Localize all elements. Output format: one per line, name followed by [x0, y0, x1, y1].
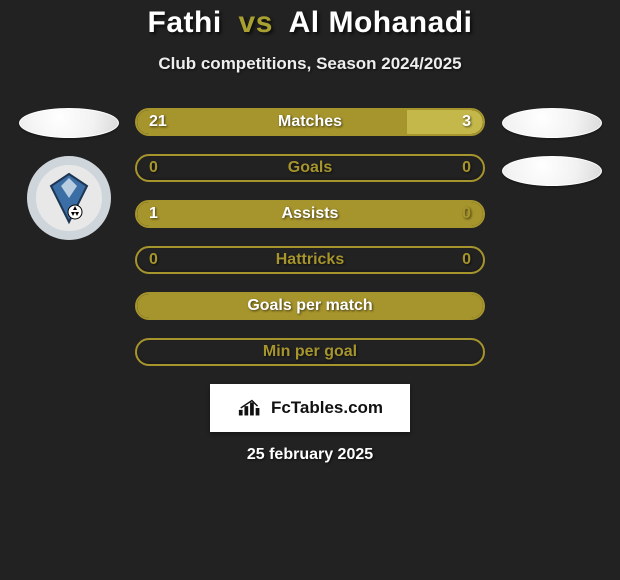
stat-bars: 21 3 Matches 0 0 Goals 1 0 Assists 0 0 Hattricks Goa…	[135, 108, 485, 366]
stat-left-value: 0	[149, 159, 158, 177]
right-side	[499, 108, 604, 366]
stat-label: Assists	[282, 205, 339, 223]
subtitle: Club competitions, Season 2024/2025	[158, 54, 461, 74]
stat-bar: 1 0 Assists	[135, 200, 485, 228]
stat-right-value: 3	[462, 113, 471, 131]
bar-fill-left	[137, 110, 407, 134]
stat-label: Hattricks	[276, 251, 344, 269]
stat-left-value: 0	[149, 251, 158, 269]
player2-jersey-placeholder	[502, 108, 602, 138]
stat-bar: 0 0 Goals	[135, 154, 485, 182]
stat-bar: 0 0 Hattricks	[135, 246, 485, 274]
stat-bar: 21 3 Matches	[135, 108, 485, 136]
brand-logo: FcTables.com	[210, 384, 410, 432]
club-crest-icon	[39, 168, 99, 228]
stat-label: Goals per match	[247, 297, 372, 315]
left-side	[16, 108, 121, 366]
vs-label: vs	[239, 6, 273, 39]
title: Fathi vs Al Mohanadi	[148, 6, 473, 40]
stat-right-value: 0	[462, 205, 471, 223]
player1-club-badge	[27, 156, 111, 240]
stat-label: Goals	[288, 159, 332, 177]
date-label: 25 february 2025	[247, 446, 373, 464]
brand-text: FcTables.com	[271, 398, 383, 418]
stat-left-value: 21	[149, 113, 167, 131]
stat-right-value: 0	[462, 159, 471, 177]
stat-label: Min per goal	[263, 343, 357, 361]
columns: 21 3 Matches 0 0 Goals 1 0 Assists 0 0 Hattricks Goa…	[0, 108, 620, 366]
stat-bar: Goals per match	[135, 292, 485, 320]
player1-jersey-placeholder	[19, 108, 119, 138]
bar-fill-right	[407, 110, 483, 134]
comparison-widget: Fathi vs Al Mohanadi Club competitions, …	[0, 0, 620, 580]
stat-right-value: 0	[462, 251, 471, 269]
stat-label: Matches	[278, 113, 342, 131]
stat-bar: Min per goal	[135, 338, 485, 366]
stat-left-value: 1	[149, 205, 158, 223]
player2-club-placeholder	[502, 156, 602, 186]
player2-name: Al Mohanadi	[289, 6, 473, 39]
player1-name: Fathi	[148, 6, 222, 39]
chart-icon	[237, 398, 265, 418]
